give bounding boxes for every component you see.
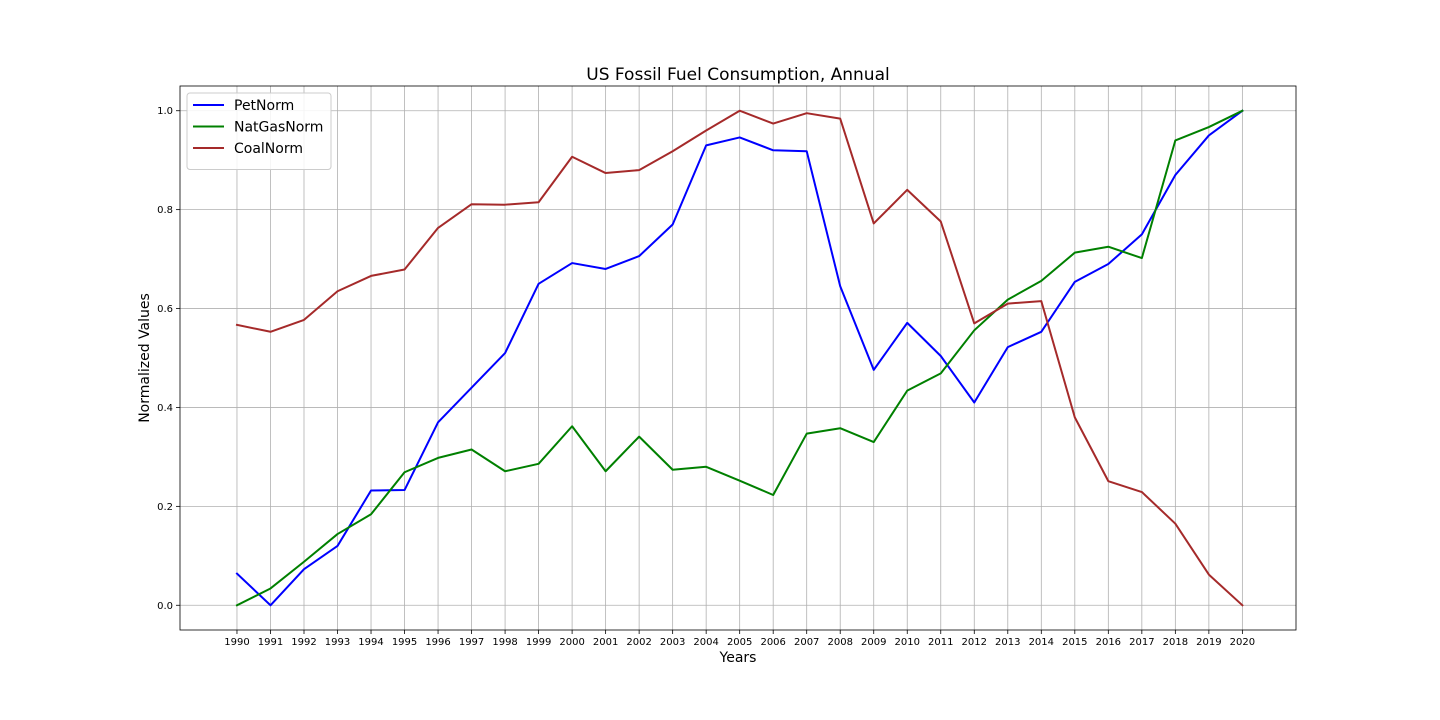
y-tick-label: 1.0 [157, 106, 173, 117]
x-tick-label: 1998 [492, 637, 517, 648]
x-tick-label: 2003 [660, 637, 685, 648]
x-tick-label: 2017 [1129, 637, 1154, 648]
legend-box [186, 92, 332, 170]
plot-frame [179, 85, 1297, 631]
series-line-coalnorm [235, 109, 1244, 607]
x-tick-label: 2006 [760, 637, 785, 648]
x-tick-label: 2014 [1029, 637, 1054, 648]
x-tick-label: 2001 [593, 637, 618, 648]
x-tick-label: 1999 [526, 637, 551, 648]
x-tick-label: 2009 [861, 637, 886, 648]
x-tick-label: 1993 [325, 637, 350, 648]
x-tick-label: 2007 [794, 637, 819, 648]
legend-label-petnorm: PetNorm [234, 98, 294, 114]
x-tick-label: 2020 [1230, 637, 1255, 648]
x-tick-label: 2000 [559, 637, 584, 648]
y-tick-label: 0.8 [157, 205, 173, 216]
x-tick-label: 2008 [827, 637, 852, 648]
series-line-petnorm [235, 109, 1244, 607]
y-axis-label: Normalized Values [137, 293, 153, 423]
x-tick-label: 2004 [693, 637, 718, 648]
series-line-natgasnorm [235, 109, 1244, 607]
x-tick-label: 1991 [258, 637, 283, 648]
x-tick-label: 2005 [727, 637, 752, 648]
x-tick-label: 2002 [626, 637, 651, 648]
x-tick-label: 1997 [459, 637, 484, 648]
x-tick-label: 2015 [1062, 637, 1087, 648]
grid [180, 86, 1296, 630]
y-tick-label: 0.0 [157, 601, 173, 612]
x-tick-label: 1996 [425, 637, 450, 648]
x-tick-label: 1994 [358, 637, 383, 648]
y-tick-label: 0.6 [157, 304, 173, 315]
x-tick-label: 2010 [895, 637, 920, 648]
x-tick-label: 1992 [291, 637, 316, 648]
x-tick-label: 2011 [928, 637, 953, 648]
x-tick-label: 2016 [1096, 637, 1121, 648]
x-tick-label: 2019 [1196, 637, 1221, 648]
x-tick-label: 1995 [392, 637, 417, 648]
x-tick-label: 2013 [995, 637, 1020, 648]
x-axis-label: Years [719, 650, 757, 666]
chart-title: US Fossil Fuel Consumption, Annual [586, 65, 889, 85]
axis-ticks: 1990 1991 1992 1993 1994 1995 1996 1997 1998 1999… [157, 106, 1255, 648]
legend: PetNorm NatGasNorm CoalNorm [186, 92, 332, 170]
x-tick-label: 2018 [1163, 637, 1188, 648]
legend-label-coalnorm: CoalNorm [234, 141, 303, 157]
y-tick-label: 0.4 [157, 403, 173, 414]
legend-label-natgasnorm: NatGasNorm [234, 120, 323, 136]
series-lines [235, 109, 1244, 607]
x-tick-label: 2012 [962, 637, 987, 648]
y-tick-label: 0.2 [157, 502, 173, 513]
x-tick-label: 1990 [224, 637, 249, 648]
